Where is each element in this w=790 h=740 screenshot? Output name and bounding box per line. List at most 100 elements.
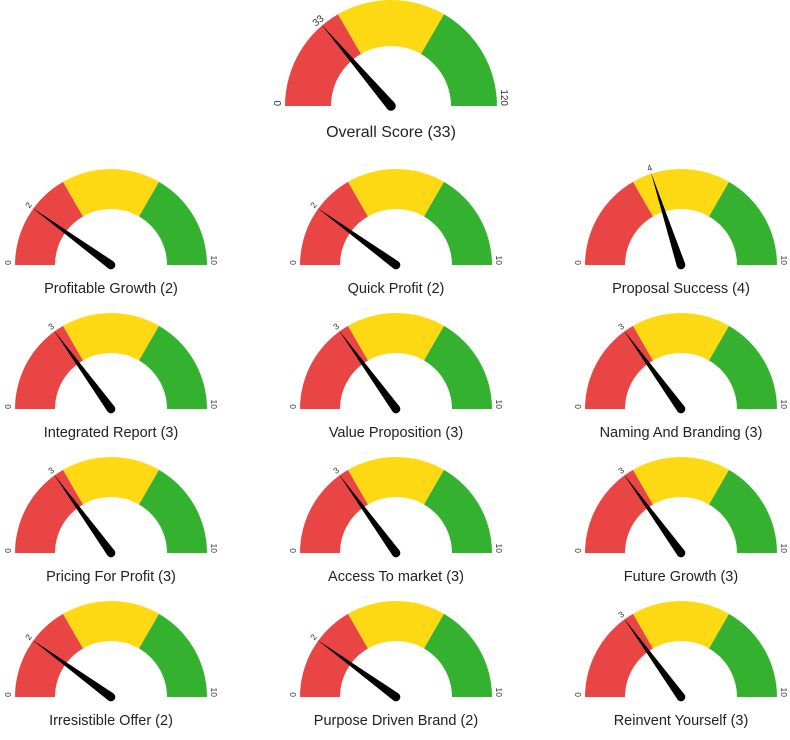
gauge-max-label: 10 bbox=[779, 256, 789, 266]
gauge-svg: 0 10 2 bbox=[288, 601, 504, 702]
gauge-band-green bbox=[139, 613, 207, 697]
gauge-band-yellow bbox=[63, 601, 159, 649]
gauge-svg: 0 10 3 bbox=[3, 457, 219, 558]
gauge-value-label: 2 bbox=[23, 632, 34, 642]
gauge-needle bbox=[53, 473, 115, 556]
gauge-10: 0 10 2 bbox=[1, 587, 221, 707]
gauge-svg: 0 10 2 bbox=[3, 601, 219, 702]
gauge-min-label: 0 bbox=[573, 692, 583, 697]
gauge-needle bbox=[53, 329, 115, 412]
gauge-max-label: 10 bbox=[779, 400, 789, 410]
gauge-title: Integrated Report (3) bbox=[43, 425, 179, 442]
gauge-min-label: 0 bbox=[288, 548, 298, 553]
gauge-needle bbox=[316, 639, 399, 701]
gauge-max-label: 10 bbox=[209, 544, 219, 554]
gauge-6: 0 10 3 bbox=[571, 299, 790, 419]
gauge-svg: 0 10 3 bbox=[573, 457, 789, 558]
gauge-title: Irresistible Offer (2) bbox=[49, 713, 173, 730]
gauge-band-green bbox=[709, 181, 777, 265]
gauge-min-label: 0 bbox=[288, 404, 298, 409]
gauge-band-yellow bbox=[63, 313, 159, 361]
gauge-svg: 0 10 2 bbox=[288, 169, 504, 270]
gauge-needle-hub bbox=[391, 548, 401, 558]
gauge-title: Quick Profit (2) bbox=[347, 281, 445, 298]
gauge-band-green bbox=[139, 325, 207, 409]
gauge-needle-hub bbox=[391, 404, 401, 414]
gauge-value-label: 3 bbox=[46, 465, 56, 476]
gauge-needle-hub bbox=[106, 260, 116, 270]
gauge-svg: 0 10 3 bbox=[288, 457, 504, 558]
gauge-value-label: 3 bbox=[331, 321, 341, 332]
gauge-band-yellow bbox=[348, 169, 444, 217]
gauge-band-yellow bbox=[348, 457, 444, 505]
gauge-band-green bbox=[424, 469, 492, 553]
gauge-needle-hub bbox=[676, 260, 686, 270]
gauge-title: Overall Score (33) bbox=[326, 124, 456, 142]
gauge-band-green bbox=[709, 613, 777, 697]
gauge-min-label: 0 bbox=[3, 404, 13, 409]
gauge-svg: 0 10 3 bbox=[573, 601, 789, 702]
gauge-value-label: 2 bbox=[308, 632, 319, 642]
gauge-title: Future Growth (3) bbox=[623, 569, 739, 586]
gauge-band-yellow bbox=[633, 313, 729, 361]
gauge-title: Reinvent Yourself (3) bbox=[613, 713, 749, 730]
gauge-band-yellow bbox=[63, 457, 159, 505]
gauge-needle bbox=[31, 639, 114, 701]
gauge-band-green bbox=[709, 469, 777, 553]
gauge-1: 0 10 2 bbox=[1, 155, 221, 275]
gauge-needle-hub bbox=[676, 404, 686, 414]
gauge-min-label: 0 bbox=[3, 548, 13, 553]
gauge-title: Purpose Driven Brand (2) bbox=[313, 713, 479, 730]
gauge-needle-hub bbox=[106, 548, 116, 558]
gauge-max-label: 10 bbox=[494, 688, 504, 698]
gauge-band-green bbox=[139, 469, 207, 553]
gauge-needle bbox=[623, 617, 685, 700]
gauge-value-label: 3 bbox=[616, 321, 626, 332]
gauge-needle-hub bbox=[391, 692, 401, 702]
gauge-0: 0 120 33 bbox=[271, 0, 511, 116]
gauge-3: 0 10 4 bbox=[571, 155, 790, 275]
gauge-needle bbox=[338, 329, 400, 412]
gauge-value-label: 3 bbox=[46, 321, 56, 332]
gauge-min-label: 0 bbox=[573, 260, 583, 265]
gauge-band-green bbox=[709, 325, 777, 409]
gauge-5: 0 10 3 bbox=[286, 299, 506, 419]
gauge-needle bbox=[338, 473, 400, 556]
gauge-band-yellow bbox=[633, 457, 729, 505]
gauge-needle-hub bbox=[676, 692, 686, 702]
gauge-band-yellow bbox=[348, 601, 444, 649]
gauge-min-label: 0 bbox=[573, 404, 583, 409]
gauge-7: 0 10 3 bbox=[1, 443, 221, 563]
gauge-max-label: 10 bbox=[494, 544, 504, 554]
gauge-needle bbox=[31, 207, 114, 269]
gauge-needle-hub bbox=[106, 404, 116, 414]
gauge-4: 0 10 3 bbox=[1, 299, 221, 419]
gauge-max-label: 10 bbox=[209, 400, 219, 410]
gauge-title: Proposal Success (4) bbox=[612, 281, 750, 298]
gauge-needle-hub bbox=[391, 260, 401, 270]
gauge-needle bbox=[650, 171, 686, 267]
gauge-min-label: 0 bbox=[288, 260, 298, 265]
gauge-min-label: 0 bbox=[288, 692, 298, 697]
gauge-value-label: 4 bbox=[646, 162, 654, 173]
gauge-needle bbox=[316, 207, 399, 269]
gauge-value-label: 3 bbox=[616, 609, 626, 620]
gauge-band-green bbox=[424, 325, 492, 409]
gauge-band-yellow bbox=[63, 169, 159, 217]
gauge-max-label: 10 bbox=[209, 256, 219, 266]
gauge-band-red bbox=[285, 14, 361, 106]
gauge-max-label: 10 bbox=[494, 400, 504, 410]
gauge-8: 0 10 3 bbox=[286, 443, 506, 563]
gauge-needle bbox=[320, 23, 395, 110]
gauge-max-label: 10 bbox=[779, 688, 789, 698]
gauge-title: Access To market (3) bbox=[328, 569, 464, 586]
gauge-max-label: 10 bbox=[494, 256, 504, 266]
gauge-max-label: 120 bbox=[498, 89, 509, 106]
gauge-value-label: 2 bbox=[23, 200, 34, 210]
gauge-9: 0 10 3 bbox=[571, 443, 790, 563]
gauge-band-yellow bbox=[633, 169, 729, 217]
gauge-svg: 0 10 3 bbox=[288, 313, 504, 414]
gauge-band-green bbox=[421, 14, 497, 106]
gauge-needle bbox=[623, 473, 685, 556]
gauge-band-yellow bbox=[338, 0, 444, 55]
